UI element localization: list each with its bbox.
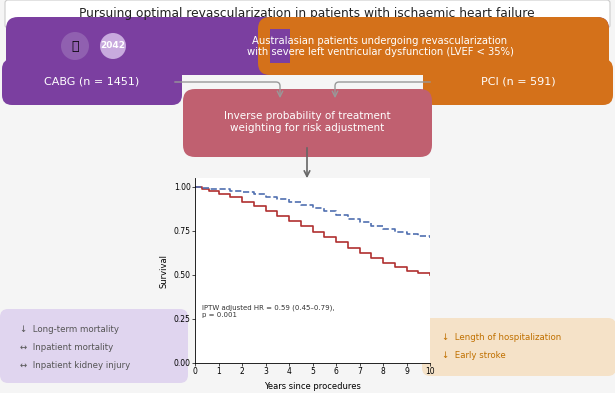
CABG bbox=[262, 194, 269, 199]
Line: PCI: PCI bbox=[195, 187, 430, 275]
PCI bbox=[199, 187, 206, 192]
FancyBboxPatch shape bbox=[423, 59, 613, 105]
PCI bbox=[391, 264, 399, 269]
CABG bbox=[344, 216, 351, 221]
PCI bbox=[205, 189, 213, 194]
PCI bbox=[379, 261, 387, 266]
PCI bbox=[215, 191, 222, 196]
CABG bbox=[426, 235, 434, 240]
Text: ↓  Long-term mortality: ↓ Long-term mortality bbox=[20, 325, 119, 334]
Text: ↓  Length of hospitalization: ↓ Length of hospitalization bbox=[442, 332, 561, 342]
Text: Pursuing optimal revascularization in patients with ischaemic heart failure: Pursuing optimal revascularization in pa… bbox=[79, 7, 535, 20]
Text: 👥: 👥 bbox=[71, 40, 79, 53]
FancyBboxPatch shape bbox=[258, 17, 609, 75]
PCI bbox=[262, 208, 269, 213]
PCI bbox=[426, 273, 434, 277]
X-axis label: Years since procedures: Years since procedures bbox=[264, 382, 361, 391]
Text: ↓  Early stroke: ↓ Early stroke bbox=[442, 351, 506, 360]
CABG bbox=[309, 206, 316, 210]
FancyBboxPatch shape bbox=[6, 17, 609, 75]
Text: 2042: 2042 bbox=[100, 42, 125, 50]
Text: ↔  Inpatient mortality: ↔ Inpatient mortality bbox=[20, 343, 113, 351]
CABG bbox=[226, 188, 234, 193]
Text: CABG (n = 1451): CABG (n = 1451) bbox=[44, 77, 140, 87]
FancyBboxPatch shape bbox=[183, 89, 432, 157]
CABG bbox=[297, 202, 304, 207]
PCI bbox=[285, 219, 293, 224]
Text: Australasian patients undergoing revascularization: Australasian patients undergoing revascu… bbox=[252, 36, 507, 46]
PCI bbox=[250, 204, 258, 209]
CABG bbox=[274, 197, 281, 202]
CABG bbox=[215, 187, 222, 192]
CABG bbox=[285, 200, 293, 204]
PCI bbox=[332, 240, 339, 245]
PCI bbox=[191, 184, 199, 189]
CABG bbox=[199, 185, 206, 190]
CABG bbox=[238, 190, 245, 195]
CABG bbox=[205, 186, 213, 191]
CABG bbox=[415, 234, 422, 239]
PCI bbox=[320, 235, 328, 239]
CABG bbox=[191, 184, 199, 189]
CABG bbox=[368, 223, 375, 228]
FancyBboxPatch shape bbox=[0, 309, 188, 383]
Circle shape bbox=[61, 32, 89, 60]
Text: IPTW adjusted HR = 0.59 (0.45–0.79),
p = 0.001: IPTW adjusted HR = 0.59 (0.45–0.79), p =… bbox=[202, 305, 335, 318]
PCI bbox=[309, 230, 316, 234]
CABG bbox=[391, 229, 399, 234]
PCI bbox=[297, 224, 304, 229]
PCI bbox=[356, 250, 363, 255]
PCI bbox=[403, 268, 410, 273]
PCI bbox=[226, 195, 234, 200]
FancyBboxPatch shape bbox=[2, 59, 182, 105]
Y-axis label: Survival: Survival bbox=[159, 253, 169, 288]
PCI bbox=[344, 245, 351, 250]
Text: PCI (n = 591): PCI (n = 591) bbox=[481, 77, 555, 87]
CABG bbox=[379, 226, 387, 231]
CABG bbox=[320, 209, 328, 214]
PCI bbox=[274, 213, 281, 218]
PCI bbox=[368, 256, 375, 261]
PCI bbox=[415, 271, 422, 275]
CABG bbox=[250, 192, 258, 196]
Bar bbox=[270, 29, 290, 63]
CABG bbox=[356, 220, 363, 224]
Circle shape bbox=[100, 33, 126, 59]
Bar bbox=[270, 29, 290, 63]
FancyBboxPatch shape bbox=[5, 0, 610, 28]
CABG bbox=[403, 231, 410, 236]
Text: Inverse probability of treatment
weighting for risk adjustment: Inverse probability of treatment weighti… bbox=[224, 111, 391, 133]
PCI bbox=[238, 199, 245, 204]
Text: ↔  Inpatient kidney injury: ↔ Inpatient kidney injury bbox=[20, 360, 130, 369]
CABG bbox=[332, 213, 339, 217]
Line: CABG: CABG bbox=[195, 187, 430, 238]
FancyBboxPatch shape bbox=[422, 318, 615, 376]
Text: with severe left ventricular dysfunction (LVEF < 35%): with severe left ventricular dysfunction… bbox=[247, 47, 514, 57]
